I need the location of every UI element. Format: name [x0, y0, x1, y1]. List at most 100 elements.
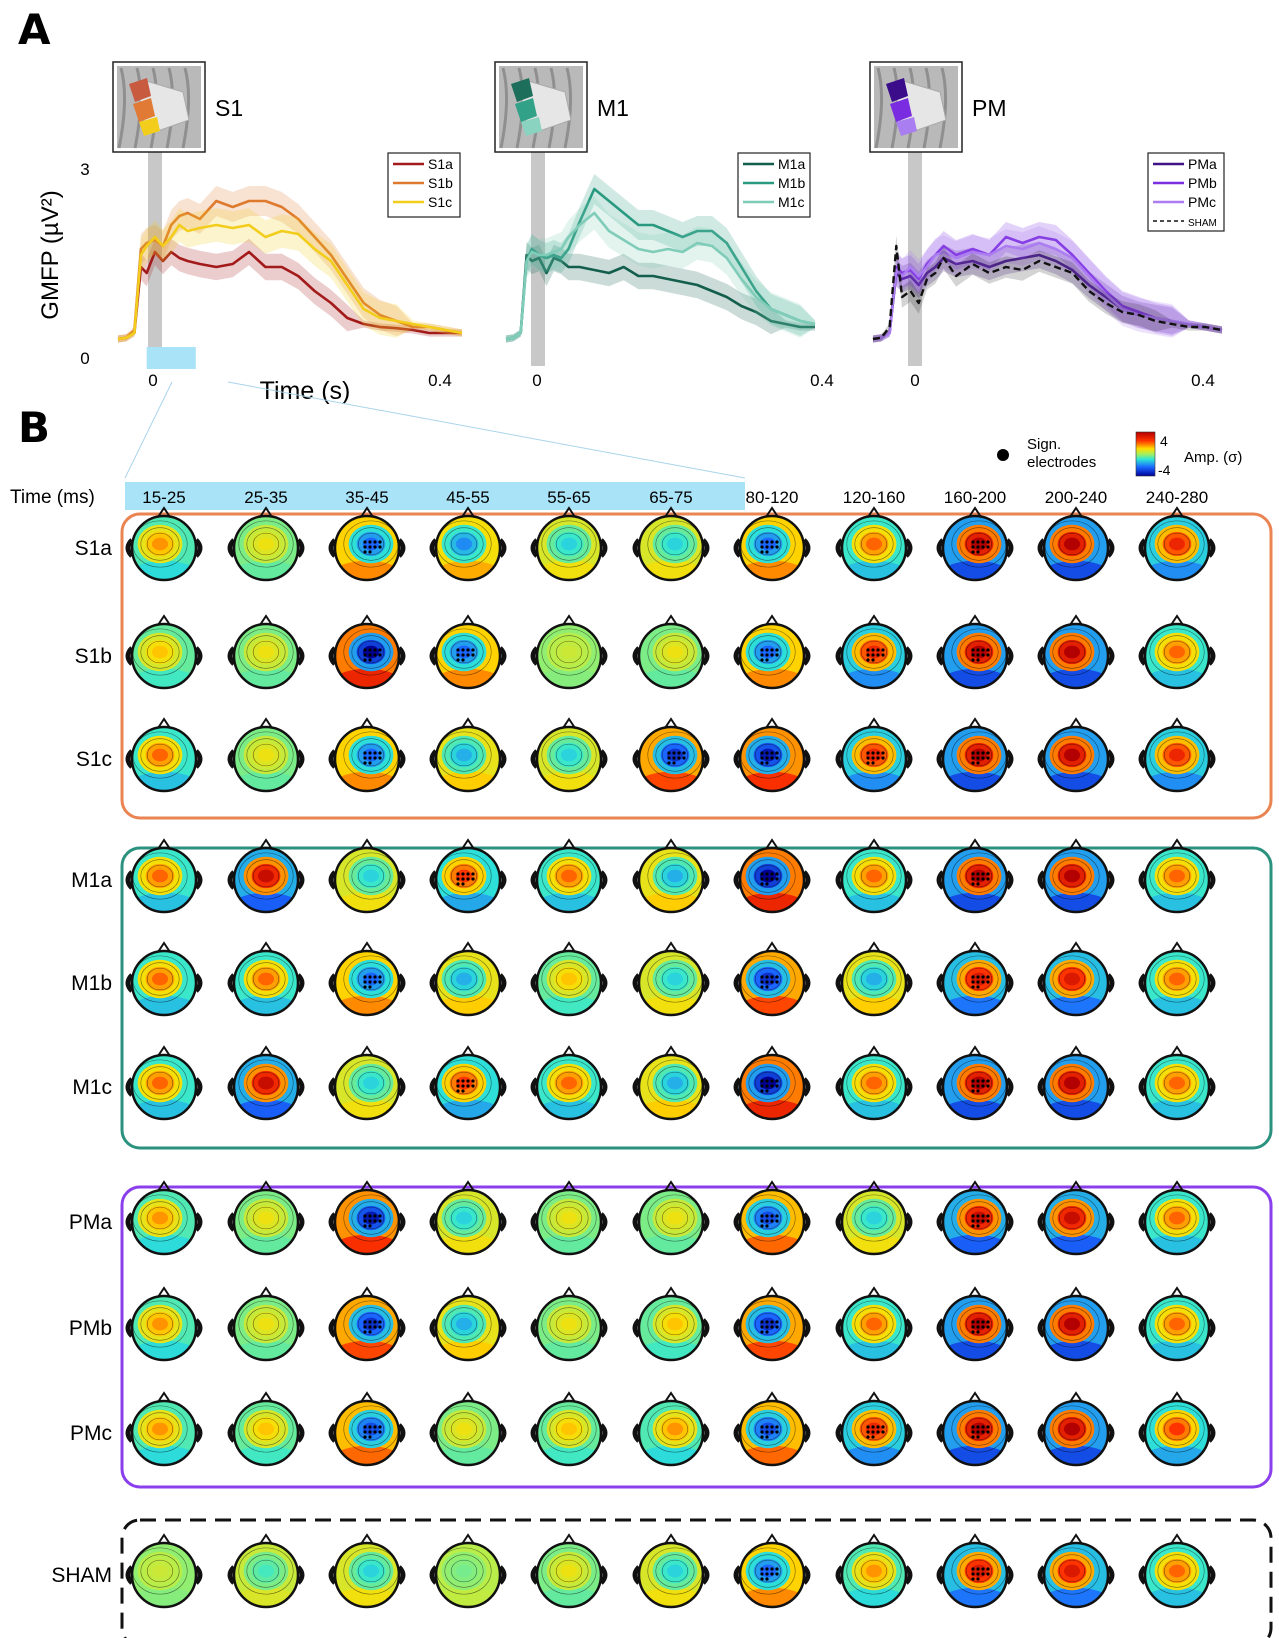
contour — [1163, 1417, 1191, 1441]
nose — [664, 506, 678, 518]
legend-entry: S1b — [428, 175, 453, 191]
nose — [1170, 1286, 1184, 1298]
head-outline — [1143, 1541, 1211, 1609]
scalp-field — [1145, 848, 1209, 912]
sign-electrode — [971, 751, 975, 755]
left-ear — [328, 1212, 337, 1232]
sign-electrode — [775, 751, 779, 755]
sign-electrode — [976, 1320, 980, 1324]
head-outline — [130, 514, 198, 582]
scalp-field — [335, 727, 399, 791]
topomap — [733, 1533, 811, 1609]
right-ear — [296, 870, 305, 890]
sign-electrode — [871, 653, 875, 657]
sign-electrode — [775, 872, 779, 876]
right-ear — [1005, 1565, 1014, 1585]
left-ear — [632, 1077, 641, 1097]
sign-electrode — [456, 872, 460, 876]
nose — [259, 506, 273, 518]
topomap — [632, 1045, 710, 1121]
sign-electrode — [363, 985, 367, 989]
right-ear — [1106, 973, 1115, 993]
contour — [357, 532, 385, 556]
sign-electrode — [760, 1219, 764, 1223]
contour — [146, 1417, 174, 1441]
head-outline — [637, 1188, 705, 1256]
group-box-s1 — [120, 512, 1273, 820]
left-ear — [429, 1077, 438, 1097]
scalp-field — [537, 848, 601, 912]
brain-sulcus — [499, 67, 509, 149]
sign-electrode — [765, 882, 769, 886]
sign-electrode — [461, 1089, 465, 1093]
head-outline — [232, 846, 300, 914]
sign-electrode — [976, 1567, 980, 1571]
sign-electrode — [976, 1084, 980, 1088]
contour — [1157, 527, 1197, 561]
sign-electrode — [971, 1089, 975, 1093]
head-outline — [941, 514, 1009, 582]
contour — [357, 1206, 385, 1230]
contour — [1157, 962, 1197, 996]
scalp-field — [842, 1055, 906, 1119]
head-outline — [333, 1188, 401, 1256]
contour — [238, 1194, 294, 1242]
field-posterior — [1145, 1099, 1209, 1119]
contour — [1058, 1417, 1086, 1441]
contour — [854, 1554, 894, 1588]
row-label: PMc — [70, 1422, 112, 1445]
row-label: SHAM — [51, 1564, 112, 1587]
nose — [562, 941, 576, 953]
contour — [549, 738, 589, 772]
contour — [351, 1066, 391, 1100]
contour — [357, 1559, 385, 1583]
topomap — [1138, 1391, 1216, 1467]
sign-electrode — [760, 882, 764, 886]
field-posterior — [335, 560, 399, 580]
topomap — [936, 1286, 1014, 1362]
right-ear — [904, 1565, 913, 1585]
contour — [357, 864, 385, 888]
right-ear — [1106, 646, 1115, 666]
scalp-field — [842, 624, 906, 688]
head-outline — [941, 1188, 1009, 1256]
sign-electrode — [368, 1435, 372, 1439]
nose — [360, 1533, 374, 1545]
panel-label-b: B — [18, 403, 50, 452]
right-ear — [498, 538, 507, 558]
nose — [1069, 1391, 1083, 1403]
contour — [246, 1201, 286, 1235]
head-outline — [130, 846, 198, 914]
field-core — [1169, 645, 1185, 659]
contour — [549, 635, 589, 669]
head-outline — [333, 949, 401, 1017]
sign-electrode — [871, 751, 875, 755]
sign-electrode — [981, 975, 985, 979]
scalp-field — [639, 727, 703, 791]
sign-electrode — [461, 1084, 465, 1088]
series-line-m1c — [505, 211, 816, 341]
nose — [562, 1391, 576, 1403]
sign-electrode — [760, 751, 764, 755]
contour — [846, 1194, 902, 1242]
topomap — [125, 838, 203, 914]
nose — [765, 506, 779, 518]
sign-electrode — [881, 1430, 885, 1434]
sign-electrode — [876, 1425, 880, 1429]
sign-electrode — [976, 1079, 980, 1083]
topomap — [632, 506, 710, 582]
series-band-sham — [873, 235, 1222, 343]
right-ear — [1207, 1318, 1216, 1338]
nose — [664, 1180, 678, 1192]
scalp-field — [1145, 1401, 1209, 1465]
field-posterior — [842, 892, 906, 912]
contour — [748, 738, 788, 772]
contour — [1052, 1412, 1092, 1446]
left-ear — [1138, 870, 1147, 890]
right-ear — [498, 646, 507, 666]
contour — [246, 1307, 286, 1341]
field-core — [667, 1211, 683, 1225]
sign-electrode — [971, 550, 975, 554]
field-core — [866, 1211, 882, 1225]
